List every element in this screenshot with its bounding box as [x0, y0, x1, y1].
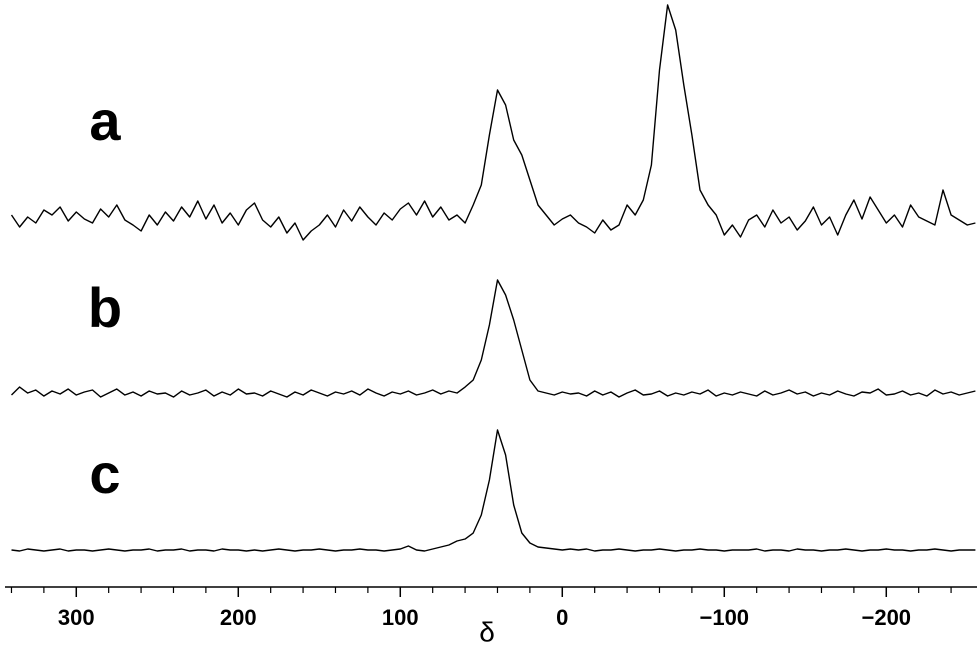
spectrum-line: [10, 4, 976, 241]
x-tick-label: 300: [58, 605, 95, 630]
series-label: c: [89, 442, 120, 505]
x-tick-label: −200: [861, 605, 911, 630]
x-tick-label: 200: [220, 605, 257, 630]
series-label: a: [89, 89, 121, 152]
x-axis-title: δ: [479, 616, 495, 647]
spectrum-line: [11, 429, 976, 552]
series-label: b: [88, 276, 122, 339]
x-tick-label: 0: [556, 605, 568, 630]
x-tick-label: −100: [699, 605, 749, 630]
spectrum-line: [11, 279, 976, 398]
x-tick-label: 100: [382, 605, 419, 630]
